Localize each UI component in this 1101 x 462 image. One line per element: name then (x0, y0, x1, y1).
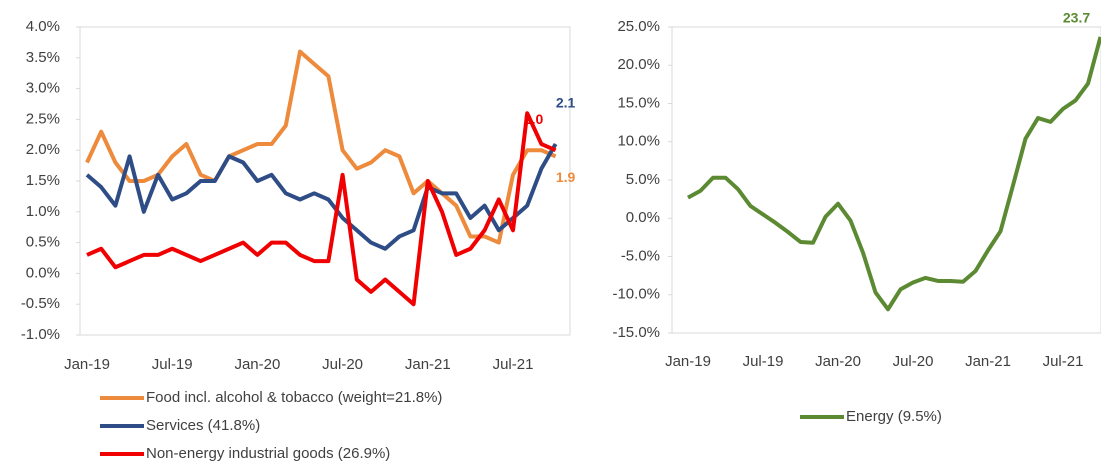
y-tick-label: 25.0% (617, 18, 660, 35)
y-tick-label: 0.0% (626, 209, 660, 226)
x-tick-label: Jul-21 (1043, 353, 1084, 370)
x-tick-label: Jan-20 (234, 356, 280, 373)
value-label: 1.9 (556, 169, 576, 185)
y-tick-label: -15.0% (612, 324, 660, 341)
x-tick-label: Jul-20 (893, 353, 934, 370)
y-tick-label: 15.0% (617, 94, 660, 111)
value-label: 2.1 (556, 95, 576, 111)
x-tick-label: Jan-19 (665, 353, 711, 370)
x-tick-label: Jan-21 (965, 353, 1011, 370)
y-tick-label: -5.0% (621, 247, 660, 264)
legend-label: Non-energy industrial goods (26.9%) (146, 445, 390, 462)
x-tick-label: Jan-21 (405, 356, 451, 373)
line (86, 111, 557, 307)
y-tick-label: 3.5% (26, 49, 60, 66)
line (85, 49, 557, 245)
x-tick-label: Jan-20 (815, 353, 861, 370)
x-tick-label: Jul-19 (152, 356, 193, 373)
value-label: 2.0 (524, 111, 544, 127)
x-tick-label: Jul-20 (322, 356, 363, 373)
y-tick-label: 2.0% (26, 141, 60, 158)
y-tick-label: 20.0% (617, 56, 660, 73)
legend-label: Services (41.8%) (146, 417, 260, 434)
line (85, 143, 558, 251)
x-tick-label: Jul-21 (493, 356, 534, 373)
y-tick-label: -0.5% (21, 295, 60, 312)
y-tick-label: -10.0% (612, 286, 660, 303)
legend-label: Energy (9.5%) (846, 408, 942, 425)
y-tick-label: 5.0% (626, 171, 660, 188)
y-tick-label: 1.0% (26, 203, 60, 220)
y-tick-label: 0.0% (26, 264, 60, 281)
legend-label: Food incl. alcohol & tobacco (weight=21.… (146, 389, 442, 406)
y-tick-label: 2.5% (26, 110, 60, 127)
x-tick-label: Jul-19 (743, 353, 784, 370)
y-tick-label: 10.0% (617, 133, 660, 150)
y-tick-label: -1.0% (21, 326, 60, 343)
value-label: 23.7 (1063, 10, 1090, 26)
y-tick-label: 4.0% (26, 18, 60, 35)
line (687, 36, 1101, 312)
y-tick-label: 0.5% (26, 234, 60, 251)
y-tick-label: 3.0% (26, 80, 60, 97)
y-tick-label: 1.5% (26, 172, 60, 189)
x-tick-label: Jan-19 (64, 356, 110, 373)
plot-frame (671, 26, 1101, 334)
